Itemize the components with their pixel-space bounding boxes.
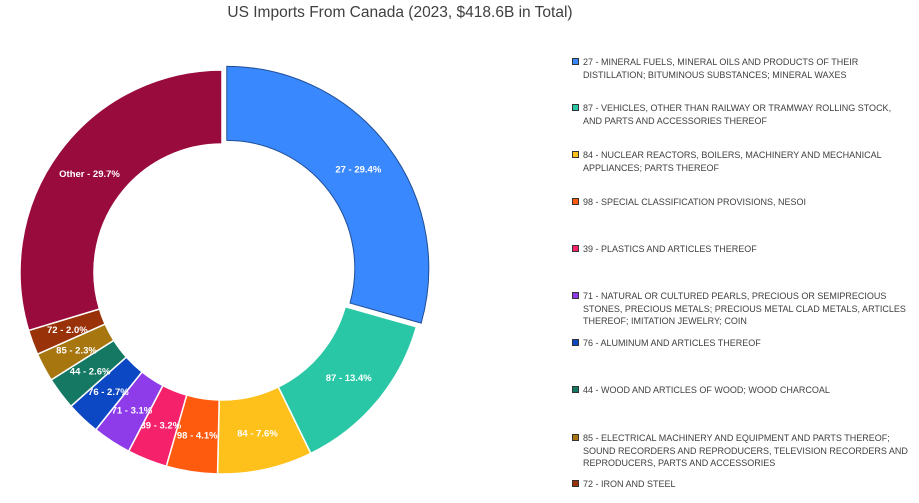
slice-label-72: 72 - 2.0% [47, 325, 88, 336]
slice-label-87: 87 - 13.4% [326, 373, 372, 384]
slice-label-71: 71 - 3.1% [112, 406, 153, 417]
slice-label-39: 39 - 3.2% [141, 421, 182, 432]
legend-item-85[interactable]: 85 - ELECTRICAL MACHINERY AND EQUIPMENT … [572, 432, 912, 470]
legend-swatch [572, 245, 579, 252]
legend-swatch [572, 292, 579, 299]
legend-item-44[interactable]: 44 - WOOD AND ARTICLES OF WOOD; WOOD CHA… [572, 384, 912, 397]
legend-label: 76 - ALUMINUM AND ARTICLES THEREOF [583, 338, 761, 348]
legend-label: 98 - SPECIAL CLASSIFICATION PROVISIONS, … [583, 197, 807, 207]
legend-item-76[interactable]: 76 - ALUMINUM AND ARTICLES THEREOF [572, 337, 912, 350]
slice-label-85: 85 - 2.3% [56, 345, 97, 356]
legend-swatch [572, 104, 579, 111]
legend-label: 39 - PLASTICS AND ARTICLES THEREOF [583, 244, 757, 254]
slice-label-44: 44 - 2.6% [70, 367, 111, 378]
legend: 27 - MINERAL FUELS, MINERAL OILS AND PRO… [572, 0, 917, 503]
legend-swatch [572, 386, 579, 393]
legend-item-27[interactable]: 27 - MINERAL FUELS, MINERAL OILS AND PRO… [572, 56, 912, 81]
legend-swatch [572, 151, 579, 158]
legend-label: 44 - WOOD AND ARTICLES OF WOOD; WOOD CHA… [583, 385, 830, 395]
legend-label: 27 - MINERAL FUELS, MINERAL OILS AND PRO… [583, 57, 859, 80]
slice-27[interactable] [226, 65, 430, 324]
legend-item-87[interactable]: 87 - VEHICLES, OTHER THAN RAILWAY OR TRA… [572, 102, 912, 127]
chart-title: US Imports From Canada (2023, $418.6B in… [227, 4, 573, 21]
donut-chart: 27 - 29.4% 87 - 13.4% 84 - 7.6% 98 - 4.1%39… [19, 65, 430, 475]
legend-swatch [572, 58, 579, 65]
slice-label-84: 84 - 7.6% [237, 429, 278, 440]
legend-item-98[interactable]: 98 - SPECIAL CLASSIFICATION PROVISIONS, … [572, 196, 912, 209]
slice-other[interactable] [19, 69, 223, 332]
legend-swatch [572, 434, 579, 441]
legend-label: 85 - ELECTRICAL MACHINERY AND EQUIPMENT … [583, 433, 908, 468]
legend-swatch [572, 339, 579, 346]
legend-swatch [572, 198, 579, 205]
legend-item-72[interactable]: 72 - IRON AND STEEL [572, 478, 912, 491]
legend-item-71[interactable]: 71 - NATURAL OR CULTURED PEARLS, PRECIOU… [572, 290, 912, 328]
legend-item-84[interactable]: 84 - NUCLEAR REACTORS, BOILERS, MACHINER… [572, 149, 912, 174]
slice-label-76: 76 - 2.7% [88, 387, 129, 398]
legend-label: 87 - VEHICLES, OTHER THAN RAILWAY OR TRA… [583, 103, 892, 126]
slice-label-other: Other - 29.7% [59, 169, 120, 180]
legend-swatch [572, 480, 579, 487]
legend-label: 72 - IRON AND STEEL [583, 479, 676, 489]
slice-label-27: 27 - 29.4% [335, 164, 381, 175]
legend-label: 84 - NUCLEAR REACTORS, BOILERS, MACHINER… [583, 150, 882, 173]
legend-item-39[interactable]: 39 - PLASTICS AND ARTICLES THEREOF [572, 243, 912, 256]
legend-label: 71 - NATURAL OR CULTURED PEARLS, PRECIOU… [583, 291, 906, 326]
slice-label-98: 98 - 4.1% [177, 431, 218, 442]
